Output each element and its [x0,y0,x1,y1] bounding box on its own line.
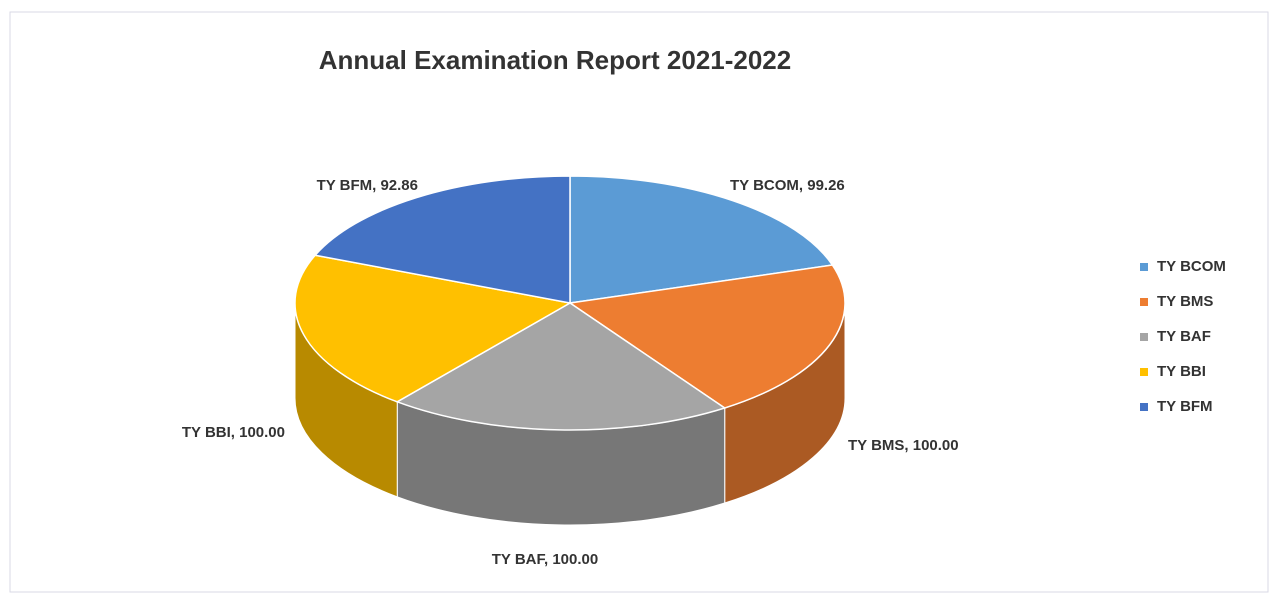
data-label: TY BMS, 100.00 [848,437,959,454]
legend-label: TY BFM [1157,398,1213,415]
slice [567,264,846,409]
legend-label: TY BCOM [1157,258,1226,275]
chart-title: Annual Examination Report 2021-2022 [319,45,791,75]
data-label: TY BFM, 92.86 [317,177,418,194]
legend-label: TY BBI [1157,363,1206,380]
legend-swatch [1140,333,1148,341]
data-label: TY BCOM, 99.26 [730,177,845,194]
legend-label: TY BAF [1157,328,1211,345]
slice [395,302,727,431]
slice [569,175,834,304]
slice [294,254,573,403]
legend-swatch [1140,263,1148,271]
legend-swatch [1140,403,1148,411]
legend-label: TY BMS [1157,293,1213,310]
data-label: TY BBI, 100.00 [182,424,285,441]
legend-swatch [1140,368,1148,376]
legend-swatch [1140,298,1148,306]
data-label: TY BAF, 100.00 [492,551,598,568]
slice [313,175,571,304]
